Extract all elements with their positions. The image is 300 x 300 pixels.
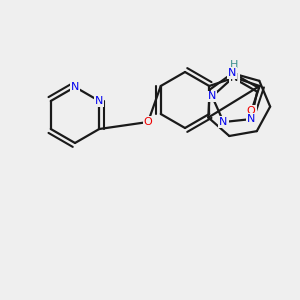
Text: N: N <box>247 114 256 124</box>
Text: N: N <box>230 73 238 82</box>
Text: N: N <box>219 117 228 127</box>
Text: N: N <box>95 96 103 106</box>
Text: O: O <box>144 117 152 127</box>
Text: N: N <box>208 92 216 101</box>
Text: N: N <box>228 68 237 78</box>
Text: O: O <box>247 106 256 116</box>
Text: N: N <box>71 82 79 92</box>
Text: H: H <box>230 60 238 70</box>
